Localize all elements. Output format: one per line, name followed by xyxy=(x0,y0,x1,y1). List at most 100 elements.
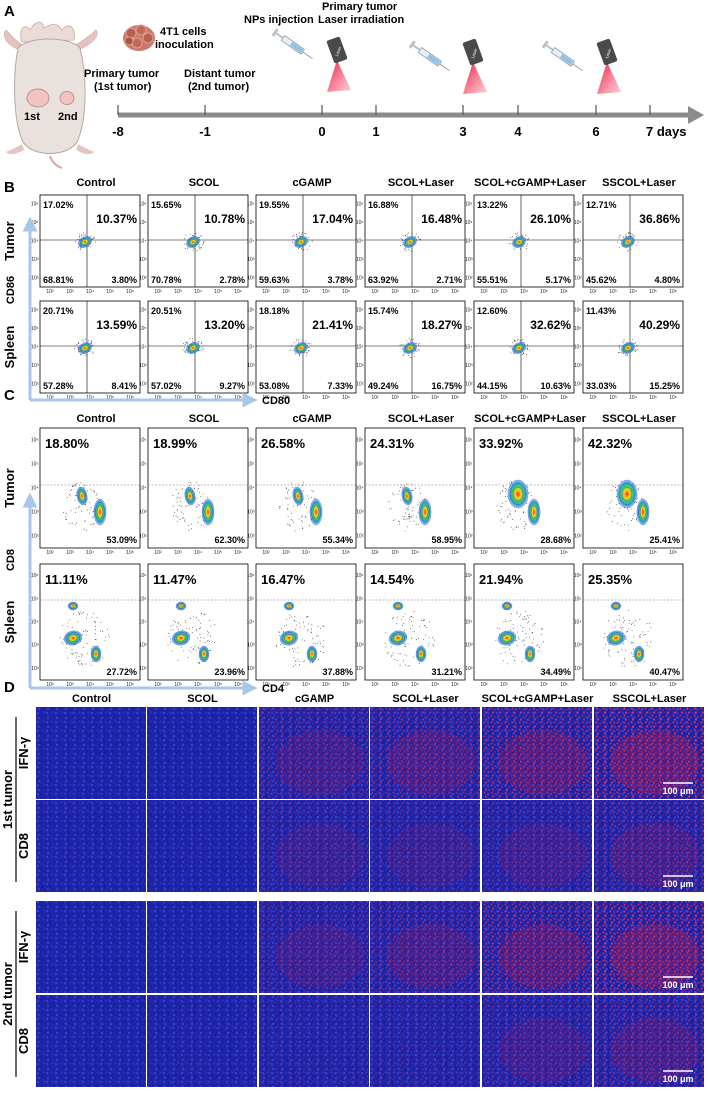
event-dot xyxy=(200,343,202,344)
event-dot xyxy=(293,505,294,507)
y-tick-label: 10³ xyxy=(465,510,473,516)
cd8-percent: 26.58% xyxy=(261,436,306,451)
event-dot xyxy=(636,344,638,346)
red-region xyxy=(386,730,476,795)
event-dot xyxy=(306,616,308,617)
event-dot xyxy=(176,510,178,512)
event-dot xyxy=(515,526,517,528)
event-dot xyxy=(107,628,109,630)
cd4-percent: 58.95% xyxy=(431,535,462,545)
event-dot xyxy=(618,246,620,248)
quadrant-ur: 36.86% xyxy=(639,212,680,226)
event-dot xyxy=(188,485,190,486)
event-dot xyxy=(506,647,508,649)
flow-plot: 10² 10² 10³ 10³ 10⁴ 10⁴ 10⁵ 10⁵ 10⁶ 10⁶ 11.43% 40.2… xyxy=(574,300,684,401)
y-tick-label: 10⁴ xyxy=(31,620,39,626)
x-tick-label: 10⁴ xyxy=(194,289,202,295)
event-dot xyxy=(406,655,408,657)
micrograph xyxy=(482,901,592,993)
x-tick-label: 10⁵ xyxy=(540,289,548,295)
cd8-percent: 24.31% xyxy=(370,436,415,451)
timeline-tick-label: 4 xyxy=(514,124,522,139)
event-dot xyxy=(282,631,284,633)
event-dot xyxy=(404,530,406,532)
event-dot xyxy=(622,236,624,238)
event-dot xyxy=(173,511,175,513)
density-contour xyxy=(90,645,102,663)
x-tick-label: 10⁶ xyxy=(234,289,242,295)
y-tick-label: 10⁵ xyxy=(139,462,147,468)
event-dot xyxy=(634,349,636,351)
y-tick-label: 10⁶ xyxy=(574,308,582,314)
y-tick-label: 10⁶ xyxy=(465,438,473,444)
y-tick-label: 10³ xyxy=(574,257,582,263)
event-dot xyxy=(289,349,291,351)
event-dot xyxy=(308,237,310,239)
event-dot xyxy=(180,646,182,648)
event-dot xyxy=(519,340,521,342)
event-dot xyxy=(405,518,407,520)
quadrant-ul: 12.60% xyxy=(477,306,508,316)
event-dot xyxy=(301,484,303,486)
cells-label-line1: 4T1 cells xyxy=(160,26,206,38)
red-region xyxy=(275,730,365,795)
event-dot xyxy=(307,352,309,354)
event-dot xyxy=(92,238,94,240)
x-tick-label: 10⁴ xyxy=(520,682,528,688)
event-dot xyxy=(84,520,86,522)
event-dot xyxy=(71,626,73,628)
event-dot xyxy=(291,482,292,484)
laser-beam xyxy=(463,62,487,94)
event-dot xyxy=(510,481,512,483)
y-tick-label: 10² xyxy=(574,534,582,540)
red-signal xyxy=(482,901,592,993)
event-dot xyxy=(623,620,625,622)
event-dot xyxy=(626,630,628,632)
event-dot xyxy=(293,666,294,667)
event-dot xyxy=(308,343,310,345)
event-dot xyxy=(512,528,514,530)
quadrant-ul: 15.65% xyxy=(151,200,182,210)
y-tick-label: 10⁴ xyxy=(356,620,364,626)
y-axis-label: CD8 xyxy=(5,549,17,571)
event-dot xyxy=(631,623,633,624)
event-dot xyxy=(175,621,176,623)
quadrant-lr: 2.78% xyxy=(219,275,245,285)
event-dot xyxy=(639,618,641,620)
event-dot xyxy=(76,482,78,484)
x-tick-label: 10⁶ xyxy=(451,682,459,688)
event-dot xyxy=(416,349,418,351)
quadrant-ul: 13.22% xyxy=(477,200,508,210)
row-label: Spleen xyxy=(2,326,17,369)
event-dot xyxy=(91,661,93,663)
event-dot xyxy=(618,346,620,348)
event-dot xyxy=(289,614,291,616)
event-dot xyxy=(203,613,205,615)
event-dot xyxy=(420,239,422,240)
event-dot xyxy=(411,616,413,617)
event-dot xyxy=(410,356,412,358)
event-dot xyxy=(196,481,198,483)
event-dot xyxy=(89,488,91,490)
event-dot xyxy=(182,518,184,520)
event-dot xyxy=(392,492,394,494)
event-dot xyxy=(69,495,71,497)
event-dot xyxy=(532,632,534,634)
event-dot xyxy=(415,236,417,238)
event-dot xyxy=(86,529,87,531)
micrograph xyxy=(36,995,146,1087)
event-dot xyxy=(520,518,522,520)
event-dot xyxy=(191,340,193,342)
event-dot xyxy=(391,508,393,510)
event-dot xyxy=(510,653,512,655)
event-dot xyxy=(411,625,413,626)
event-dot xyxy=(390,655,392,657)
density-contour xyxy=(279,630,299,646)
event-dot xyxy=(413,631,415,632)
quadrant-lr: 2.71% xyxy=(436,275,462,285)
event-dot xyxy=(197,489,199,491)
event-dot xyxy=(403,235,405,237)
quadrant-ur: 32.62% xyxy=(530,318,571,332)
event-dot xyxy=(323,625,325,627)
panel-label-a: A xyxy=(4,3,15,20)
